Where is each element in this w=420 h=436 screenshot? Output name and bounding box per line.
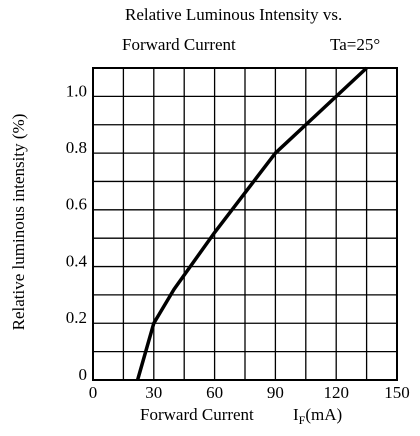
unit-symbol: I [293, 405, 299, 424]
x-tick-label: 30 [145, 383, 162, 402]
y-tick-label: 0.2 [66, 308, 87, 327]
data-line [135, 66, 368, 381]
unit-subscript: F [299, 413, 306, 427]
y-tick-label: 0.6 [66, 195, 87, 214]
y-tick-label: 1.0 [66, 81, 87, 100]
x-tick-label: 120 [323, 383, 349, 402]
y-tick-label: 0 [79, 365, 88, 384]
unit-text: (mA) [305, 405, 342, 424]
x-axis-label: Forward Current [140, 405, 254, 424]
x-tick-label: 60 [206, 383, 223, 402]
chart-title: Relative Luminous Intensity vs. [125, 5, 342, 24]
y-tick-label: 0.8 [66, 138, 87, 157]
x-tick-label: 150 [384, 383, 410, 402]
x-axis-unit: IF(mA) [293, 405, 342, 427]
x-tick-label: 0 [89, 383, 98, 402]
chart-subtitle: Forward Current [122, 35, 236, 54]
x-tick-label: 90 [267, 383, 284, 402]
y-axis-label: Relative luminous intensity (%) [9, 114, 28, 331]
annotation: Ta=25° [330, 35, 380, 54]
y-tick-label: 0.4 [66, 251, 88, 270]
